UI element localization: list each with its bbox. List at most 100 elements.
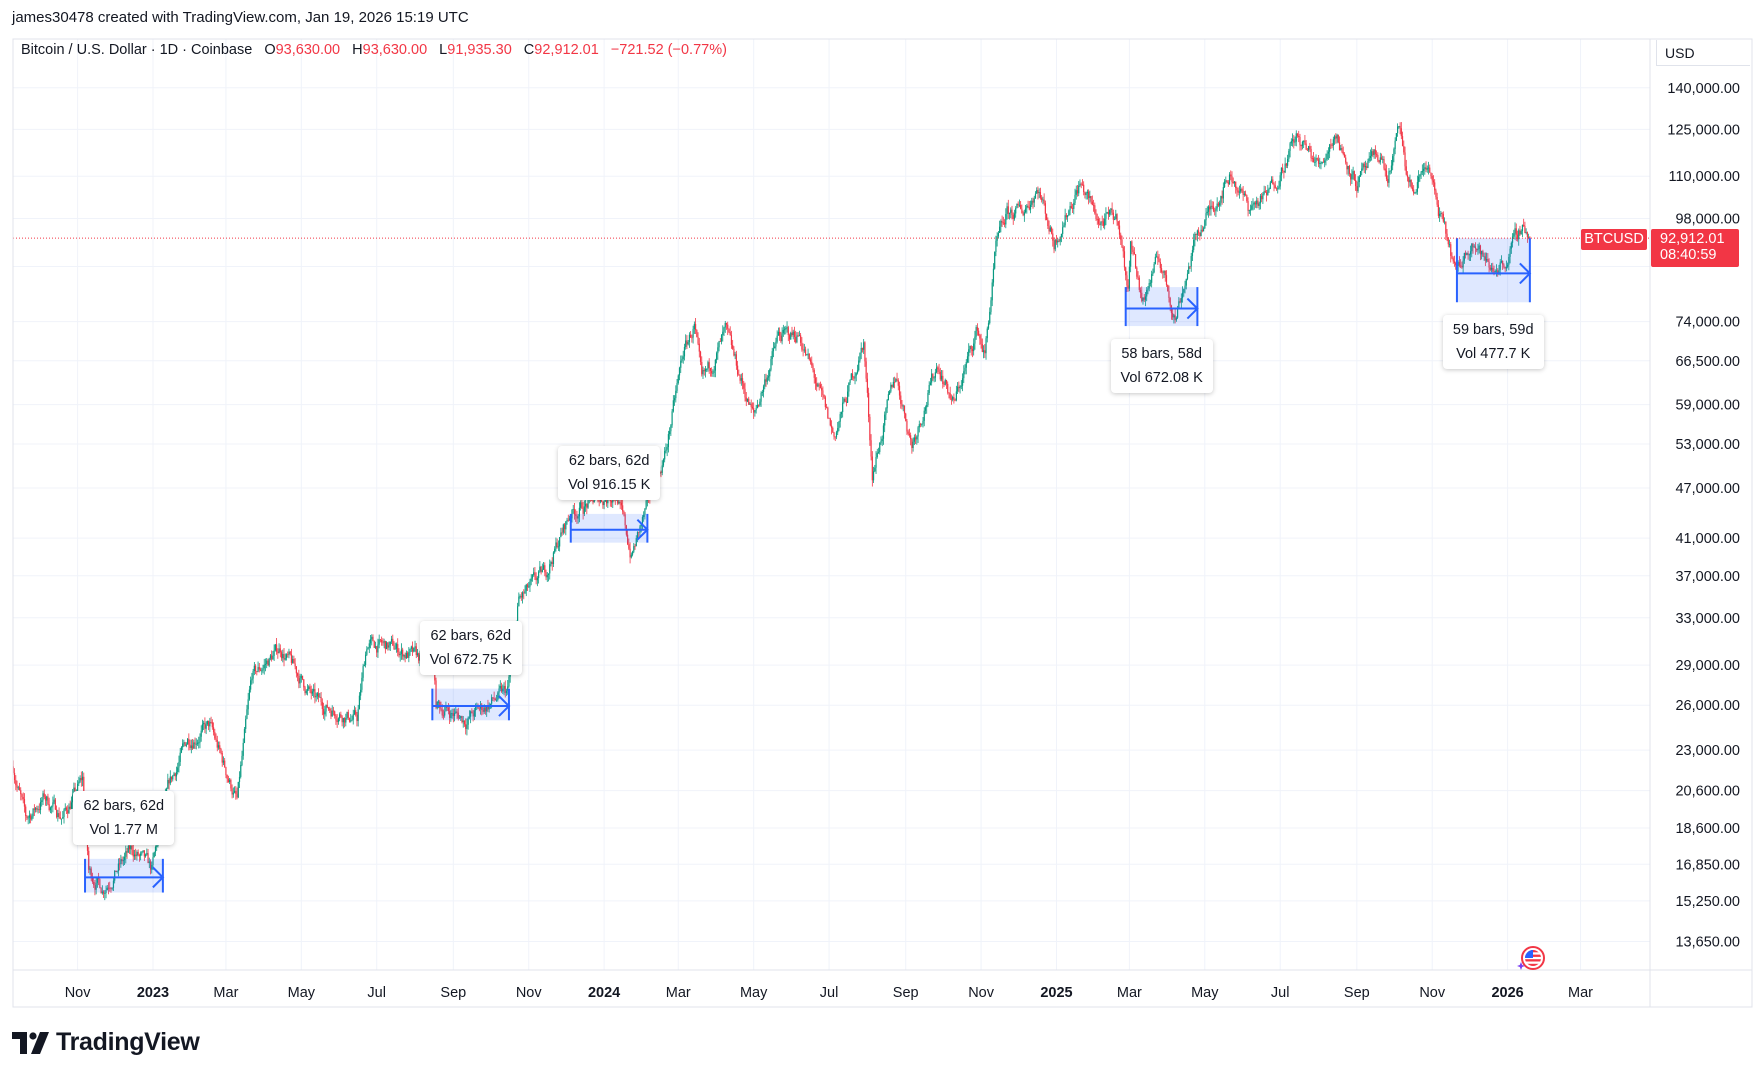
candle-body bbox=[39, 801, 42, 811]
candle-body bbox=[304, 687, 306, 694]
candle-body bbox=[1178, 301, 1180, 308]
price-axis[interactable]: 140,000.00 125,000.00 110,000.00 98,000.00 7… bbox=[1667, 81, 1740, 951]
candle-body bbox=[1262, 193, 1264, 200]
measurement-box bbox=[570, 513, 648, 543]
candle-body bbox=[17, 787, 19, 789]
candle-body bbox=[1086, 191, 1088, 194]
candle-body bbox=[410, 646, 412, 649]
tradingview-logo[interactable]: TradingView bbox=[12, 1028, 200, 1057]
candle-body bbox=[314, 689, 316, 698]
currency-selector[interactable]: USD bbox=[1656, 40, 1750, 66]
candle-body bbox=[1335, 136, 1337, 139]
candle-body bbox=[664, 450, 666, 460]
candle-body bbox=[1195, 233, 1197, 235]
candle-body bbox=[1505, 266, 1507, 269]
candle-body bbox=[1263, 191, 1265, 194]
candle-body bbox=[65, 807, 68, 811]
symbol-title[interactable]: Bitcoin / U.S. Dollar · 1D · Coinbase bbox=[21, 42, 253, 58]
candle-body bbox=[1303, 140, 1305, 142]
candle-body bbox=[290, 654, 293, 663]
candle-body bbox=[770, 359, 772, 370]
candle-body bbox=[257, 667, 259, 672]
candle-body bbox=[119, 863, 121, 865]
candle-body bbox=[1151, 274, 1153, 283]
candle-body bbox=[964, 367, 966, 372]
candle-body bbox=[943, 383, 945, 385]
candle-body bbox=[720, 334, 723, 342]
candle-body bbox=[1283, 171, 1285, 173]
low-label: L bbox=[439, 42, 448, 58]
candle-body bbox=[1130, 241, 1132, 267]
candle-body bbox=[508, 676, 510, 687]
candle-body bbox=[1403, 146, 1405, 153]
candle-body bbox=[982, 350, 985, 352]
candle-body bbox=[1169, 297, 1171, 306]
measurement-label: 59 bars, 59d Vol 477.7 K bbox=[1442, 315, 1544, 370]
candle-body bbox=[1070, 206, 1072, 208]
candle-body bbox=[787, 327, 789, 336]
candle-body bbox=[665, 449, 667, 451]
high-value: 93,630.00 bbox=[362, 42, 428, 58]
time-axis[interactable]: Nov 2023 Mar May Jul Sep Nov 2024 Mar May Jul Sep No… bbox=[65, 985, 1593, 1001]
measurement-volume: Vol 477.7 K bbox=[1456, 346, 1531, 363]
candle-body bbox=[1315, 158, 1317, 163]
candle-body bbox=[1200, 229, 1202, 237]
candle-body bbox=[81, 776, 84, 781]
candle-body bbox=[449, 711, 451, 718]
candle-body bbox=[798, 335, 801, 337]
candle-body bbox=[672, 400, 674, 412]
candle-body bbox=[1037, 190, 1039, 194]
candle-body bbox=[927, 393, 929, 406]
candle-body bbox=[633, 546, 635, 552]
candle-body bbox=[1340, 148, 1342, 151]
candle-body bbox=[1107, 212, 1109, 215]
candle-body bbox=[776, 335, 778, 342]
candle-body bbox=[57, 813, 59, 818]
candle-body bbox=[1477, 249, 1479, 251]
candle-body bbox=[210, 722, 212, 723]
candle-body bbox=[823, 394, 825, 398]
candle-body bbox=[933, 377, 935, 379]
candle-body bbox=[397, 644, 399, 653]
candle-body bbox=[1210, 205, 1212, 210]
candle-body bbox=[1076, 190, 1079, 194]
candle-body bbox=[671, 411, 673, 426]
candle-body bbox=[1484, 256, 1486, 261]
candle-body bbox=[182, 743, 184, 748]
candle-body bbox=[1348, 165, 1351, 174]
candle-body bbox=[942, 375, 944, 384]
measurement-volume: Vol 672.08 K bbox=[1120, 370, 1203, 387]
candle-body bbox=[730, 335, 733, 346]
price-tick-label: 140,000.00 bbox=[1667, 81, 1740, 97]
candle-body bbox=[940, 375, 943, 380]
candle-body bbox=[530, 578, 532, 582]
candle-body bbox=[1359, 171, 1362, 177]
candle-body bbox=[1305, 143, 1307, 150]
candle-body bbox=[1503, 264, 1505, 268]
candle-body bbox=[222, 760, 225, 763]
candle-body bbox=[478, 708, 480, 710]
candle-body bbox=[289, 651, 291, 655]
candle-body bbox=[185, 744, 187, 746]
candle-body bbox=[918, 424, 920, 428]
candle-body bbox=[622, 505, 624, 512]
candle-body bbox=[1316, 158, 1318, 160]
candle-body bbox=[1289, 143, 1291, 151]
candle-body bbox=[771, 351, 773, 360]
candle-body bbox=[910, 435, 912, 440]
candle-body bbox=[767, 376, 770, 378]
bar-countdown: 08:40:59 bbox=[1660, 247, 1717, 263]
open-value: 93,630.00 bbox=[275, 42, 341, 58]
candle-body bbox=[1152, 272, 1154, 275]
candle-body bbox=[1127, 285, 1129, 289]
candle-body bbox=[791, 332, 793, 336]
us-flag-event-icon[interactable] bbox=[1516, 944, 1546, 974]
candle-body bbox=[33, 808, 35, 810]
candle-body bbox=[1204, 220, 1206, 229]
candle-body bbox=[901, 403, 903, 407]
candle-body bbox=[195, 743, 197, 745]
grid bbox=[13, 39, 1650, 970]
candle-body bbox=[474, 706, 477, 711]
candle-body bbox=[1133, 252, 1135, 255]
